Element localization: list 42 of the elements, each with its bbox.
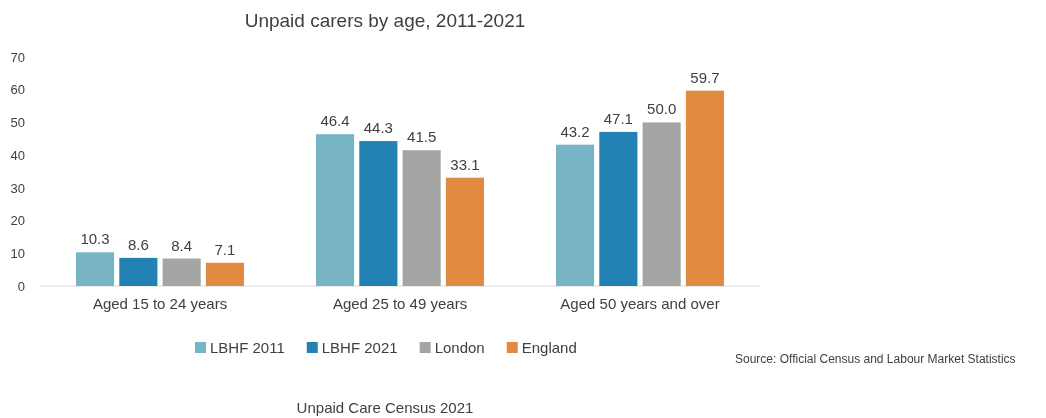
y-tick-label: 70 (10, 49, 25, 65)
text: 50.0 (647, 100, 677, 118)
source-note: Source: Official Census and Labour Market Statistics (735, 352, 1016, 366)
y-tick-label: 30 (10, 180, 25, 196)
text: 7.1 (214, 240, 236, 258)
bar (76, 252, 115, 286)
y-tick-label: 0 (17, 278, 25, 294)
text: 44.3 (363, 119, 393, 137)
legend-label: LBHF 2021 (321, 339, 398, 356)
bar (162, 258, 201, 286)
text: 10.3 (80, 230, 110, 248)
y-tick-label: 50 (10, 115, 25, 131)
text: Unpaid Care Census 2021 (296, 399, 474, 416)
text: 41.5 (407, 128, 437, 146)
y-tick-label: 60 (10, 82, 25, 98)
bar (685, 90, 724, 286)
x-tick-label: Aged 25 to 49 years (332, 294, 468, 312)
y-tick-label: 20 (10, 213, 25, 229)
bar (205, 262, 244, 286)
bar (556, 144, 595, 286)
chart-title: Unpaid carers by age, 2011-2021 (244, 10, 526, 31)
bar (642, 122, 681, 286)
legend-label: LBHF 2011 (210, 339, 285, 356)
bar (316, 134, 355, 286)
bar (119, 257, 158, 286)
text: 47.1 (603, 109, 633, 127)
legend-label: London (434, 339, 485, 356)
bar (402, 150, 441, 286)
bar (359, 141, 398, 286)
text: 46.4 (320, 112, 350, 130)
x-tick-label: Aged 15 to 24 years (92, 294, 228, 312)
bar (445, 177, 484, 286)
legend-label: England (521, 339, 577, 356)
text: 8.4 (171, 236, 193, 254)
text: 59.7 (690, 68, 720, 86)
text: 8.6 (127, 235, 149, 253)
text: 33.1 (450, 155, 480, 173)
text: 43.2 (560, 122, 590, 140)
y-tick-label: 10 (10, 245, 25, 261)
y-tick-label: 40 (10, 147, 25, 163)
x-tick-label: Aged 50 years and over (560, 294, 720, 312)
bar (599, 131, 638, 286)
